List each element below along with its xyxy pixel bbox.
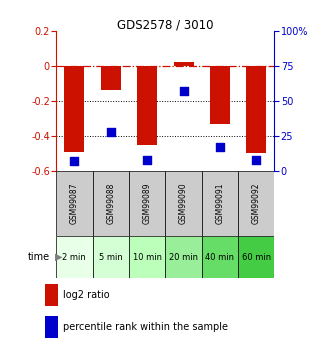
Bar — [238, 171, 274, 236]
Point — [181, 88, 186, 94]
Point — [254, 157, 259, 162]
Bar — [246, 66, 266, 153]
Point — [108, 129, 113, 135]
Bar — [165, 171, 202, 236]
Bar — [173, 62, 194, 66]
Bar — [137, 66, 157, 145]
Bar — [92, 171, 129, 236]
Text: GSM99087: GSM99087 — [70, 183, 79, 224]
Text: time: time — [28, 252, 50, 262]
Text: ▶: ▶ — [55, 252, 62, 262]
Text: GSM99088: GSM99088 — [106, 183, 115, 224]
Point — [144, 157, 150, 162]
Text: 10 min: 10 min — [133, 253, 162, 262]
Bar — [45, 316, 58, 338]
Text: 2 min: 2 min — [63, 253, 86, 262]
Text: 60 min: 60 min — [242, 253, 271, 262]
Bar — [56, 236, 92, 278]
Bar — [101, 66, 121, 90]
Bar — [129, 171, 165, 236]
Text: percentile rank within the sample: percentile rank within the sample — [63, 322, 228, 332]
Bar — [92, 236, 129, 278]
Bar — [202, 171, 238, 236]
Text: GSM99089: GSM99089 — [143, 183, 152, 224]
Bar — [64, 66, 84, 151]
Point — [217, 144, 222, 150]
Text: 40 min: 40 min — [205, 253, 234, 262]
Text: GSM99091: GSM99091 — [215, 183, 224, 224]
Text: log2 ratio: log2 ratio — [63, 290, 109, 300]
Bar — [238, 236, 274, 278]
Bar — [45, 284, 58, 306]
Bar — [165, 236, 202, 278]
Title: GDS2578 / 3010: GDS2578 / 3010 — [117, 18, 213, 31]
Bar — [56, 171, 92, 236]
Text: GSM99092: GSM99092 — [252, 183, 261, 224]
Bar — [129, 236, 165, 278]
Text: GSM99090: GSM99090 — [179, 183, 188, 224]
Bar — [210, 66, 230, 124]
Text: 20 min: 20 min — [169, 253, 198, 262]
Text: 5 min: 5 min — [99, 253, 123, 262]
Point — [72, 158, 77, 164]
Bar — [202, 236, 238, 278]
